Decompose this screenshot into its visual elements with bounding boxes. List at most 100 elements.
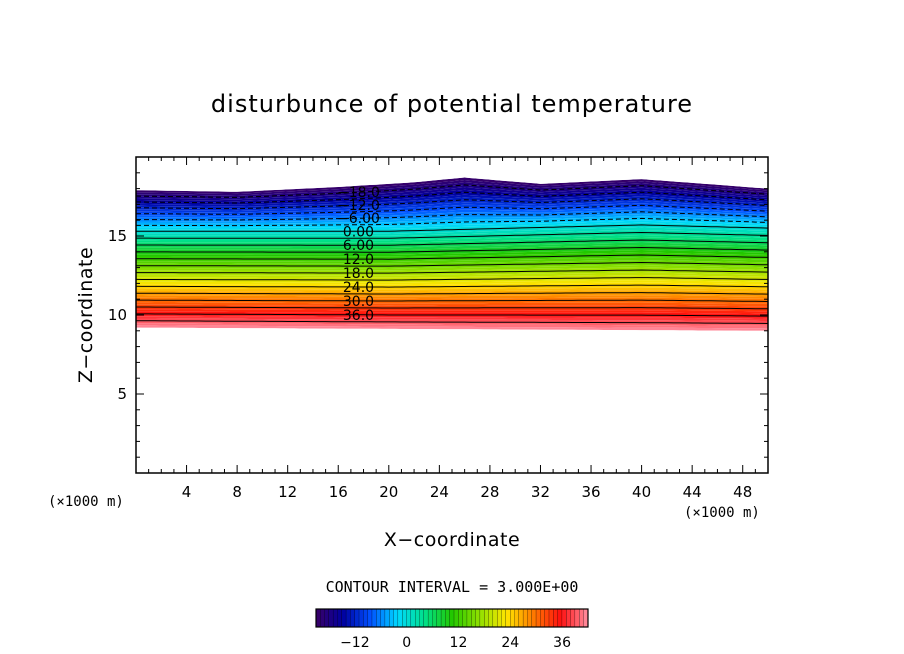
colorbar-cell [562, 609, 567, 627]
x-tick-label: 8 [232, 483, 242, 501]
contour-band [136, 280, 768, 285]
axis-ticks [136, 157, 768, 473]
colorbar-cell [328, 609, 334, 627]
colorbar-cell [419, 609, 425, 627]
colorbar-cell [505, 609, 511, 627]
contour-line-negative [136, 204, 769, 215]
colorbar-cell [497, 609, 502, 627]
contour-band [136, 182, 768, 198]
colorbar-cell [510, 609, 515, 627]
colorbar-cell [458, 609, 464, 627]
colorbar-cell [376, 609, 382, 627]
contour-band [136, 205, 768, 217]
contour-band [136, 198, 768, 211]
contour-band [136, 235, 768, 243]
colorbar-cell [493, 609, 498, 627]
contour-line [136, 299, 769, 302]
y-tick-label: 15 [108, 227, 127, 245]
contour-line [136, 292, 769, 295]
colorbar-cell [428, 609, 433, 627]
x-unit-label: (×1000 m) [684, 505, 760, 521]
colorbar-cell [570, 609, 576, 627]
contour-line [135, 284, 769, 288]
contour-band [136, 250, 768, 257]
contour-band [136, 222, 768, 232]
contour-label: 12.0 [343, 252, 374, 268]
colorbar-cell [333, 609, 338, 627]
contour-labels: −18.0−12.0−6.000.006.0012.018.024.030.03… [337, 185, 380, 324]
x-tick-label: 16 [329, 483, 348, 501]
colorbar-tick-label: 0 [402, 635, 411, 651]
filled-contour-field [136, 177, 768, 331]
contour-band [136, 187, 768, 202]
colorbar-cell [398, 609, 403, 627]
contour-band [136, 230, 768, 239]
contour-band [136, 265, 768, 271]
contour-band [136, 316, 768, 321]
x-tick-label: 40 [632, 483, 651, 501]
contour-line [136, 231, 769, 239]
contour-line [135, 277, 768, 281]
colorbar-cell [540, 609, 546, 627]
contour-line-negative [136, 217, 769, 227]
colorbar-cell [467, 609, 472, 627]
colorbar-cell [501, 609, 507, 627]
contour-band [136, 180, 768, 196]
contour-band [136, 260, 768, 267]
colorbar-cell [380, 609, 386, 627]
contour-band [136, 320, 768, 326]
colorbar-cell [363, 609, 369, 627]
x-tick-label: 12 [278, 483, 297, 501]
contour-label: 30.0 [343, 294, 374, 310]
contour-band [136, 285, 768, 290]
colorbar-cell [536, 609, 541, 627]
contour-band [136, 323, 768, 329]
colorbar-cell [385, 609, 390, 627]
x-tick-label: 20 [379, 483, 398, 501]
colorbar-cell [544, 609, 550, 627]
contour-band [136, 192, 768, 205]
colorbar-tick-label: −12 [340, 635, 370, 651]
colorbar-tick-label: 36 [553, 635, 571, 651]
colorbar-cell [372, 609, 377, 627]
colorbar-cell [389, 609, 395, 627]
colorbar-cell [337, 609, 343, 627]
colorbar-cell [367, 609, 373, 627]
contour-line [136, 246, 769, 253]
colorbar-cell [462, 609, 468, 627]
contour-band [136, 302, 768, 307]
contour-band [136, 277, 768, 283]
contour-line-negative [135, 184, 769, 198]
contour-band [136, 325, 768, 331]
contour-band [136, 282, 768, 288]
colorbar-cell [341, 609, 347, 627]
colorbar-cell [350, 609, 356, 627]
contour-band [136, 304, 768, 309]
contour-band [136, 184, 768, 200]
contour-band [136, 218, 768, 228]
contour-line-negative [136, 198, 769, 210]
x-tick-label: 48 [733, 483, 752, 501]
contour-band [136, 313, 768, 319]
colorbar-cell [518, 609, 524, 627]
y-tick-label: 5 [117, 385, 127, 403]
colorbar-cell [480, 609, 485, 627]
colorbar-cell [449, 609, 455, 627]
colorbar-tick-label: 12 [450, 635, 468, 651]
contour-label: −6.00 [337, 211, 380, 227]
contour-label: 18.0 [343, 266, 374, 282]
colorbar-cell [523, 609, 528, 627]
colorbar-cell [527, 609, 533, 627]
colorbar-cell [320, 609, 325, 627]
contour-band [136, 295, 768, 299]
contour-interval-label: CONTOUR INTERVAL = 3.000E+00 [326, 578, 579, 596]
colorbar-cell [423, 609, 429, 627]
colorbar-cell [531, 609, 537, 627]
contour-band [136, 275, 768, 281]
colorbar-cell [393, 609, 399, 627]
colorbar-cell [579, 609, 584, 627]
colorbar-cell [488, 609, 494, 627]
colorbar-cell [475, 609, 481, 627]
x-tick-label: 44 [683, 483, 702, 501]
contour-label: 36.0 [343, 308, 374, 324]
